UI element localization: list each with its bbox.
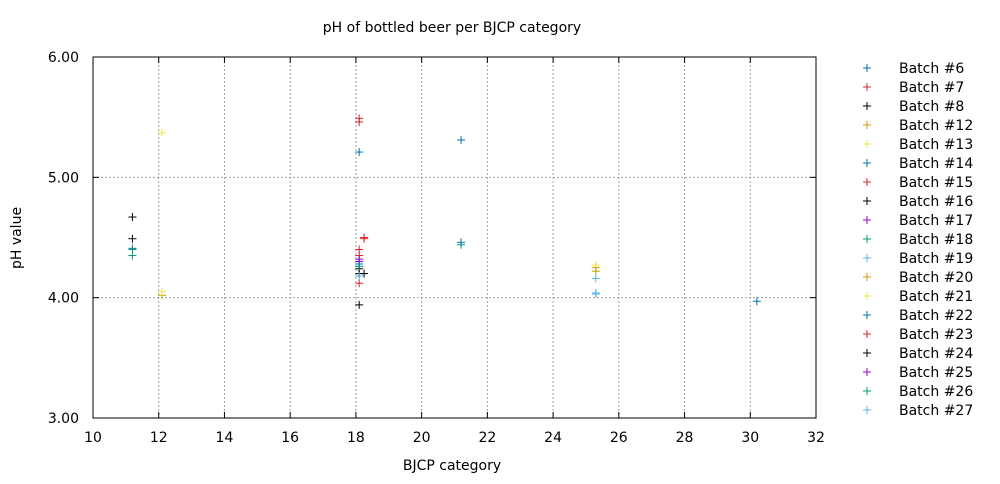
legend-item: Batch #19 <box>863 251 973 267</box>
legend-item: Batch #18 <box>863 232 973 248</box>
legend-item: Batch #23 <box>863 327 973 343</box>
data-point <box>158 128 167 137</box>
data-point <box>128 245 137 254</box>
legend-label: Batch #6 <box>899 61 964 77</box>
legend-label: Batch #21 <box>899 289 973 305</box>
data-point <box>355 300 364 309</box>
x-tick-label: 18 <box>347 430 365 446</box>
legend-item: Batch #24 <box>863 346 973 362</box>
x-tick-label: 32 <box>807 430 825 446</box>
legend-label: Batch #14 <box>899 156 973 172</box>
data-point <box>355 272 364 281</box>
legend-label: Batch #7 <box>899 80 964 96</box>
data-point <box>355 117 364 126</box>
data-point <box>355 245 364 254</box>
data-point <box>128 234 137 243</box>
data-point <box>591 274 600 283</box>
data-point <box>355 279 364 288</box>
legend-item: Batch #22 <box>863 308 973 324</box>
data-point <box>158 287 167 296</box>
legend: Batch #6 Batch #7 Batch #8 Batch #12 Batch #… <box>863 61 973 419</box>
x-tick-label: 28 <box>676 430 694 446</box>
legend-item: Batch #15 <box>863 175 973 191</box>
plot-border <box>92 56 817 419</box>
x-tick-label: 14 <box>216 430 234 446</box>
legend-item: Batch #20 <box>863 270 973 286</box>
legend-label: Batch #19 <box>899 251 973 267</box>
legend-label: Batch #24 <box>899 346 973 362</box>
legend-label: Batch #17 <box>899 213 973 229</box>
legend-item: Batch #8 <box>863 99 964 115</box>
legend-label: Batch #16 <box>899 194 973 210</box>
x-tick-label: 20 <box>413 430 431 446</box>
x-tick-label: 12 <box>150 430 168 446</box>
y-tick-label: 6.00 <box>48 50 79 66</box>
x-tick-label: 22 <box>478 430 496 446</box>
legend-item: Batch #12 <box>863 118 973 134</box>
data-point <box>355 262 364 271</box>
legend-item: Batch #13 <box>863 137 973 153</box>
y-tick-label: 5.00 <box>48 170 79 186</box>
legend-label: Batch #12 <box>899 118 973 134</box>
legend-item: Batch #7 <box>863 80 964 96</box>
legend-label: Batch #26 <box>899 384 973 400</box>
y-tick-label: 3.00 <box>48 411 79 427</box>
data-point <box>591 288 600 297</box>
legend-label: Batch #13 <box>899 137 973 153</box>
x-tick-label: 10 <box>84 430 102 446</box>
legend-item: Batch #16 <box>863 194 973 210</box>
x-tick-label: 30 <box>741 430 759 446</box>
data-point <box>355 255 364 264</box>
data-point <box>457 136 466 145</box>
data-points <box>128 114 761 309</box>
data-point <box>457 238 466 247</box>
legend-label: Batch #15 <box>899 175 973 191</box>
legend-item: Batch #6 <box>863 61 964 77</box>
gridlines <box>93 57 816 418</box>
x-axis-label: BJCP category <box>403 458 501 474</box>
legend-item: Batch #21 <box>863 289 973 305</box>
x-tick-label: 26 <box>610 430 628 446</box>
legend-label: Batch #18 <box>899 232 973 248</box>
legend-item: Batch #17 <box>863 213 973 229</box>
legend-label: Batch #8 <box>899 99 964 115</box>
legend-label: Batch #25 <box>899 365 973 381</box>
chart-title: pH of bottled beer per BJCP category <box>323 20 581 36</box>
y-axis-label: pH value <box>9 207 25 269</box>
legend-label: Batch #22 <box>899 308 973 324</box>
data-point <box>591 267 600 276</box>
axes <box>92 56 817 419</box>
legend-item: Batch #14 <box>863 156 973 172</box>
x-tick-label: 24 <box>544 430 562 446</box>
legend-label: Batch #27 <box>899 403 973 419</box>
data-point <box>360 233 369 242</box>
data-point <box>360 269 369 278</box>
legend-item: Batch #26 <box>863 384 973 400</box>
legend-item: Batch #27 <box>863 403 973 419</box>
tick-labels: 10 12 14 16 18 20 22 24 26 28 30 32 3.00 4.00 5.00 6.00 <box>48 50 825 446</box>
legend-label: Batch #23 <box>899 327 973 343</box>
data-point <box>128 213 137 222</box>
legend-label: Batch #20 <box>899 270 973 286</box>
data-point <box>355 148 364 157</box>
legend-item: Batch #25 <box>863 365 973 381</box>
x-tick-label: 16 <box>281 430 299 446</box>
y-tick-label: 4.00 <box>48 291 79 307</box>
data-point <box>752 297 761 306</box>
